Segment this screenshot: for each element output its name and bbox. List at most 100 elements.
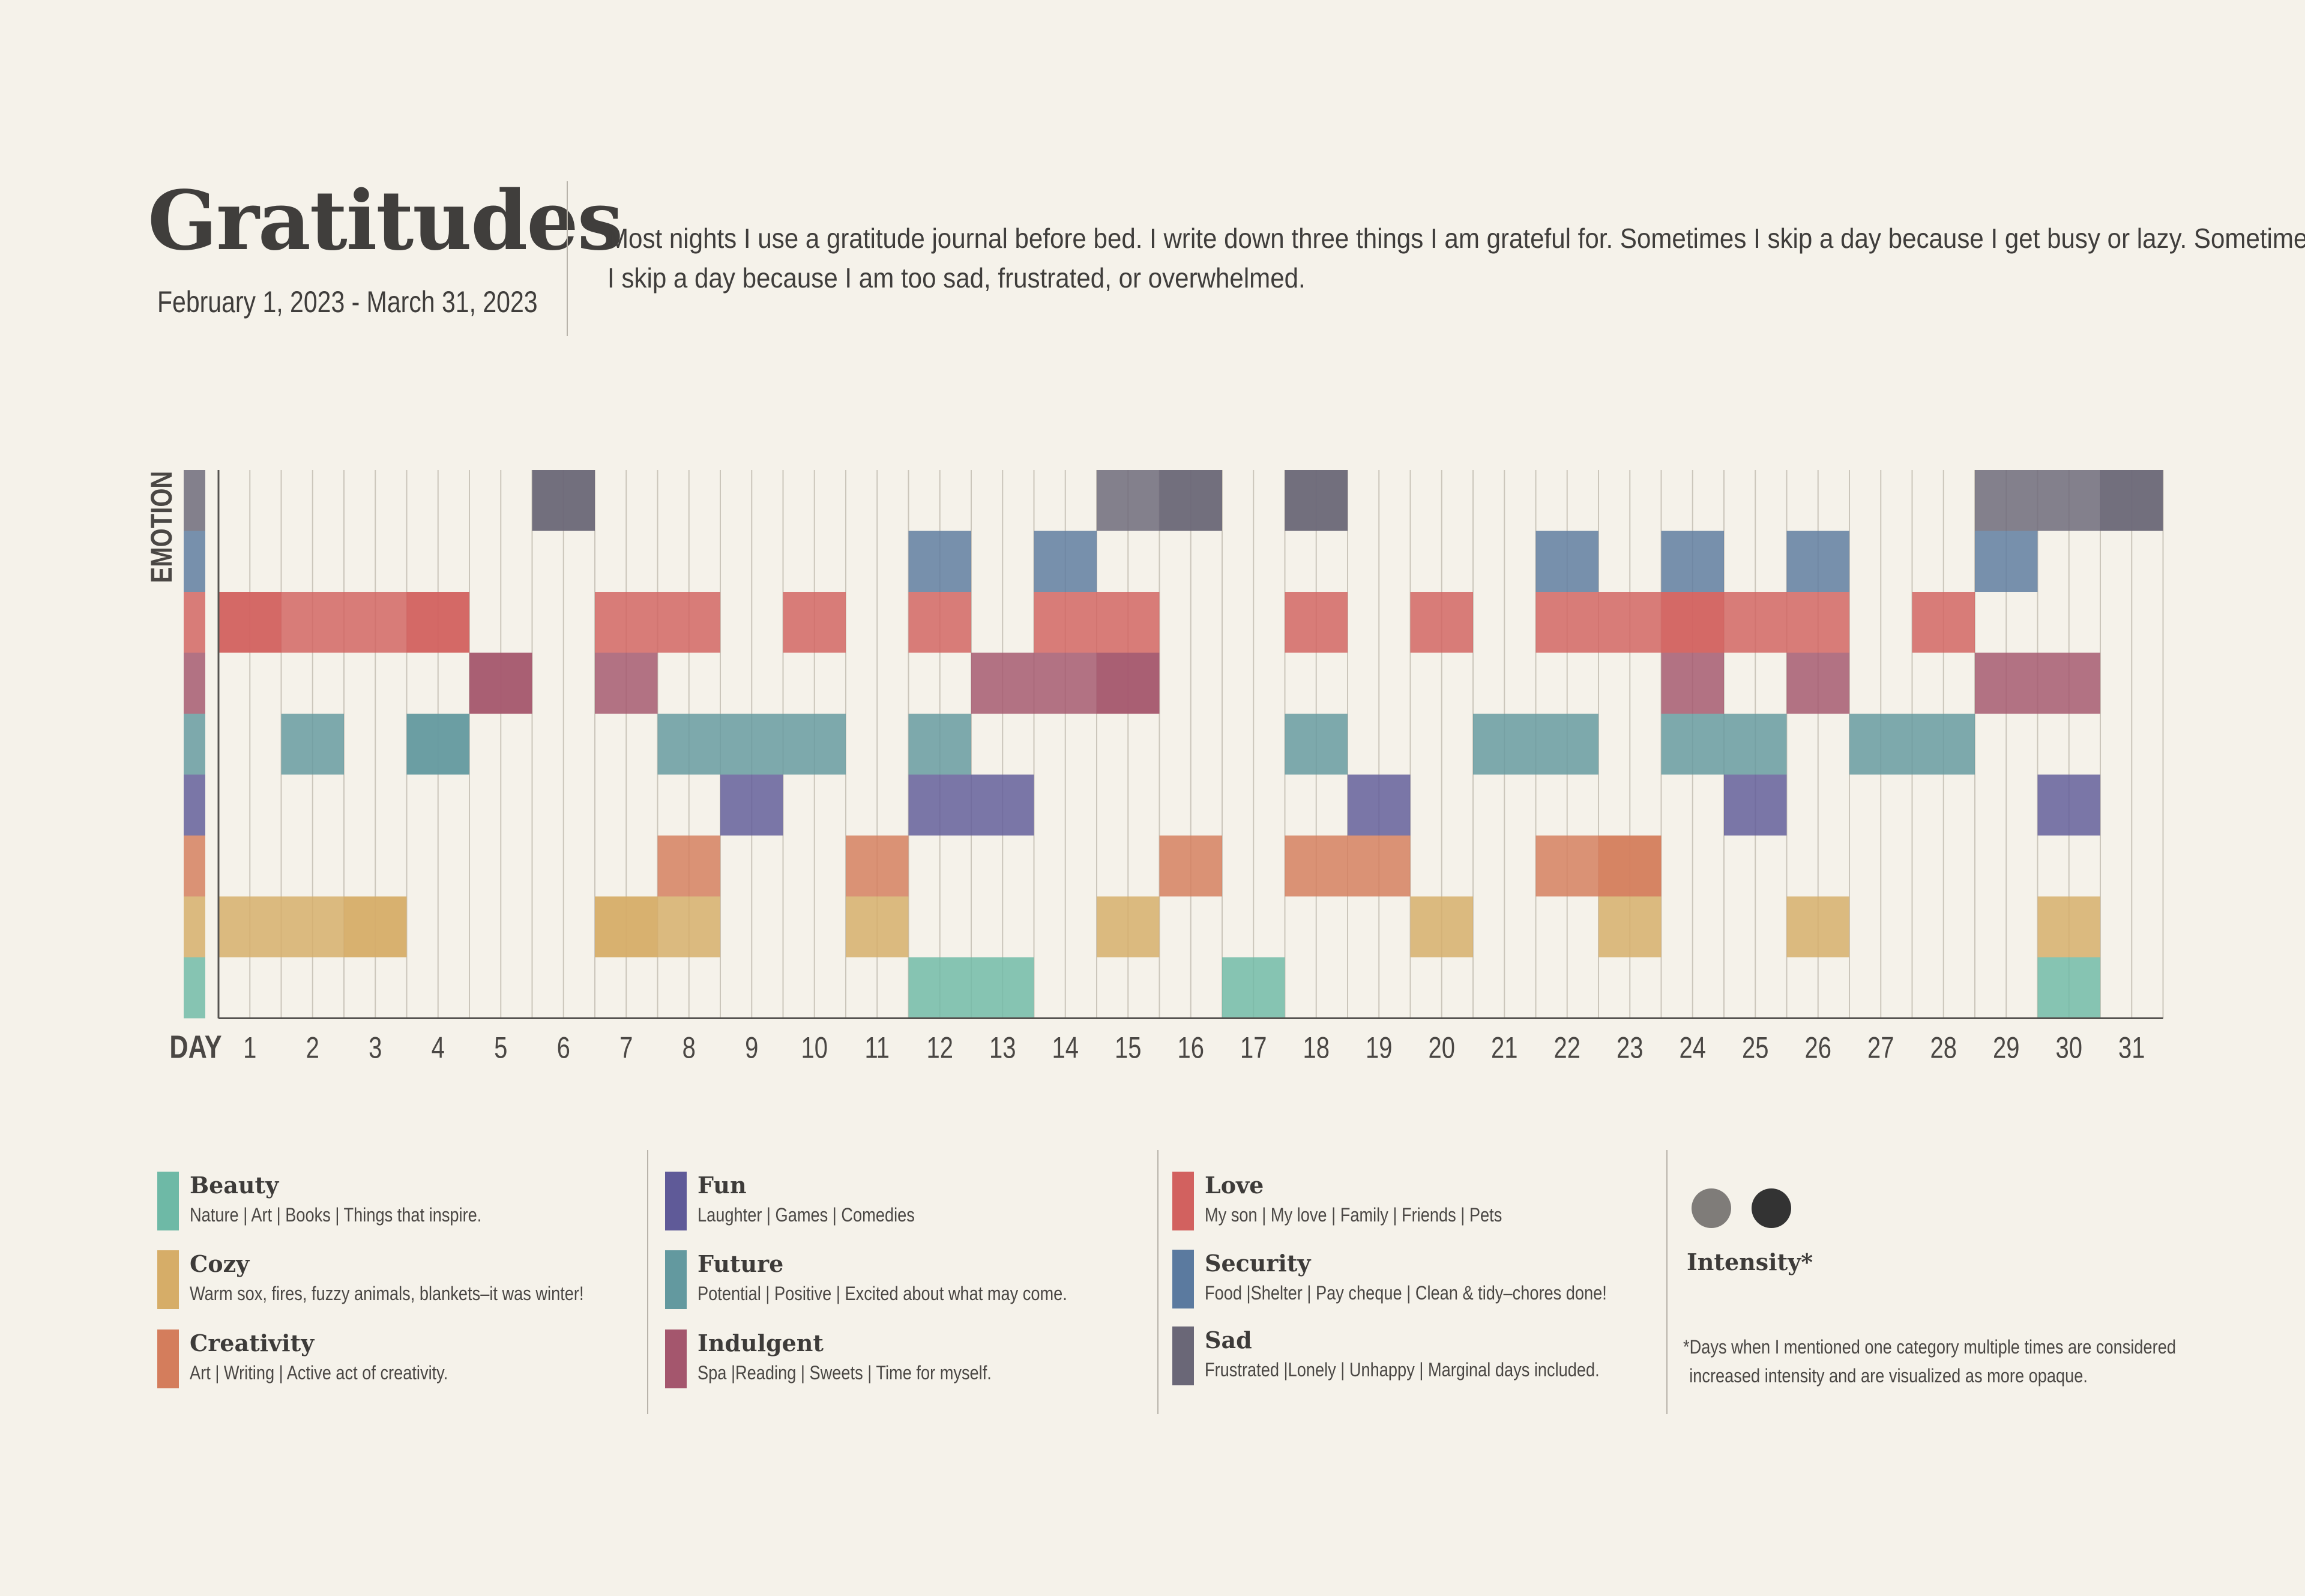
cell-security-day-26 [1786,531,1849,592]
cell-fun-day-13 [971,774,1034,836]
intensity-low-dot [1692,1188,1731,1228]
cell-indulgent-day-30 [2037,652,2100,714]
cell-love-day-7 [595,592,658,653]
cell-creativity-day-19 [1348,836,1411,897]
legend-divider [1666,1150,1668,1414]
emotion-strip-fun [184,774,205,836]
legend-desc: Warm sox, fires, fuzzy animals, blankets… [190,1283,584,1304]
cell-future-day-9 [720,714,783,775]
day-tick-label: 15 [1115,1031,1141,1064]
cell-cozy-day-1 [218,896,282,957]
legend-swatch [1172,1250,1194,1308]
cell-love-day-20 [1410,592,1473,653]
cell-future-day-28 [1912,714,1975,775]
day-tick-label: 16 [1178,1031,1204,1064]
description-line: I skip a day because I am too sad, frust… [607,262,1306,294]
cell-love-day-22 [1535,592,1598,653]
cell-cozy-day-30 [2037,896,2100,957]
cell-sad-day-16 [1159,470,1222,531]
legend-name: Beauty [190,1172,279,1199]
legend-name: Sad [1205,1326,1252,1354]
legend-swatch [1172,1326,1194,1385]
cell-future-day-21 [1473,714,1536,775]
cell-love-day-4 [406,592,469,653]
day-tick-label: 13 [989,1031,1016,1064]
legend-name: Indulgent [698,1329,824,1357]
cell-cozy-day-26 [1786,896,1849,957]
cell-sad-day-29 [1975,470,2038,531]
cell-security-day-29 [1975,531,2038,592]
day-tick-label: 23 [1617,1031,1643,1064]
date-range: February 1, 2023 - March 31, 2023 [157,285,538,319]
emotion-strip-creativity [184,836,205,897]
day-tick-label: 6 [557,1031,570,1064]
emotion-strip-sad [184,470,205,531]
legend-name: Cozy [190,1250,250,1277]
cell-love-day-18 [1285,592,1348,653]
legend-swatch [665,1172,687,1230]
cell-cozy-day-15 [1097,896,1160,957]
day-tick-label: 29 [1993,1031,2019,1064]
emotion-strip-future [184,714,205,775]
emotion-strip [184,470,205,1019]
cell-future-day-4 [406,714,469,775]
legend-desc: Spa |Reading | Sweets | Time for myself. [698,1362,992,1384]
cell-creativity-day-23 [1598,836,1662,897]
legend-desc: Potential | Positive | Excited about wha… [698,1283,1067,1304]
cell-love-day-12 [908,592,971,653]
cell-cozy-day-11 [846,896,909,957]
day-tick-label: 7 [619,1031,633,1064]
cell-future-day-24 [1661,714,1724,775]
cell-sad-day-6 [532,470,595,531]
day-tick-label: 5 [494,1031,507,1064]
emotion-strip-security [184,531,205,592]
cell-indulgent-day-7 [595,652,658,714]
cell-indulgent-day-15 [1097,652,1160,714]
day-tick-label: 25 [1742,1031,1768,1064]
cell-fun-day-9 [720,774,783,836]
cell-indulgent-day-26 [1786,652,1849,714]
day-tick-label: 21 [1491,1031,1517,1064]
cell-cozy-day-2 [281,896,344,957]
cell-love-day-28 [1912,592,1975,653]
legend-desc: Laughter | Games | Comedies [698,1204,915,1226]
cell-future-day-27 [1849,714,1912,775]
legend-swatch [157,1329,179,1388]
gratitude-heatmap: 1 2 3 4 5 6 7 8 9 10 11 12 13 14 15 16 17 18 19 20 21 22 23 24 2… [145,470,2164,1065]
cell-love-day-15 [1097,592,1160,653]
legend-swatch [665,1329,687,1388]
cell-beauty-day-12 [908,957,971,1019]
cell-creativity-day-11 [846,836,909,897]
day-tick-label: 22 [1554,1031,1580,1064]
day-tick-label: 2 [306,1031,319,1064]
day-tick-label: 3 [369,1031,382,1064]
cell-security-day-24 [1661,531,1724,592]
cell-indulgent-day-5 [469,652,532,714]
cell-love-day-8 [657,592,720,653]
day-tick-label: 24 [1680,1031,1706,1064]
cells [218,470,2163,1019]
cell-love-day-25 [1724,592,1787,653]
day-tick-label: 20 [1429,1031,1455,1064]
day-tick-label: 9 [745,1031,758,1064]
cell-creativity-day-18 [1285,836,1348,897]
cell-future-day-8 [657,714,720,775]
cell-indulgent-day-13 [971,652,1034,714]
cell-cozy-day-23 [1598,896,1662,957]
legend-divider [1157,1150,1159,1414]
cell-future-day-2 [281,714,344,775]
day-tick-label: 26 [1805,1031,1831,1064]
day-tick-label: 1 [243,1031,256,1064]
cell-cozy-day-8 [657,896,720,957]
y-axis-title: EMOTION [145,471,178,583]
cell-cozy-day-20 [1410,896,1473,957]
legend-desc: Frustrated |Lonely | Unhappy | Marginal … [1205,1359,1600,1381]
cell-sad-day-30 [2037,470,2100,531]
cell-love-day-2 [281,592,344,653]
cell-future-day-18 [1285,714,1348,775]
legend-swatch [157,1250,179,1309]
cell-love-day-24 [1661,592,1724,653]
intensity-label: Intensity* [1687,1248,1813,1275]
day-tick-label: 12 [927,1031,953,1064]
cell-fun-day-25 [1724,774,1787,836]
